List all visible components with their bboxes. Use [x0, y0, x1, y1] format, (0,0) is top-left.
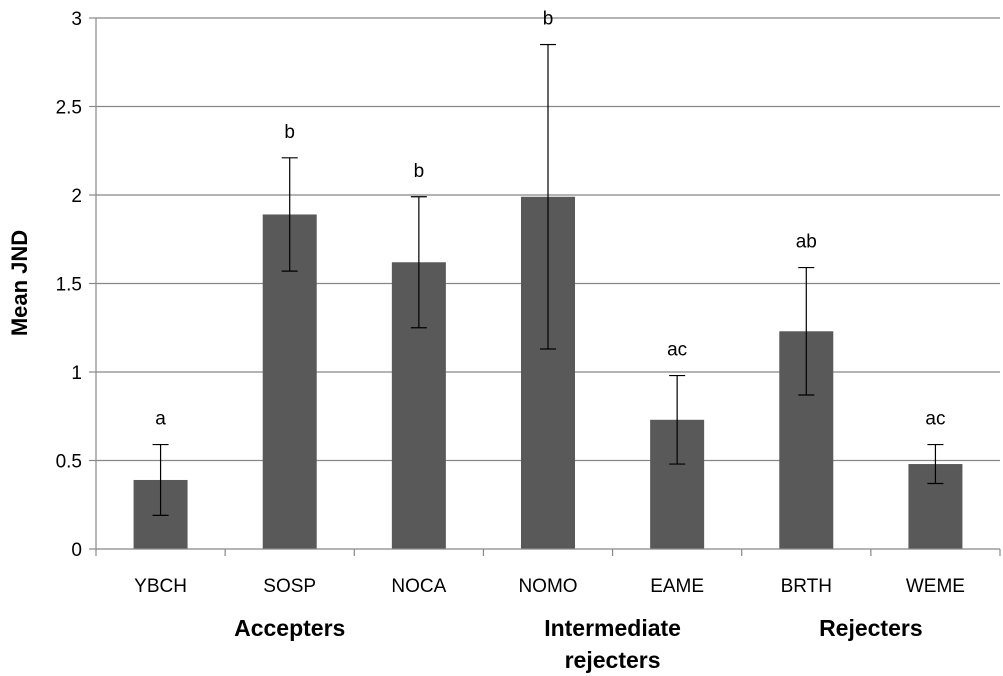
axes: [89, 17, 1001, 556]
group-label-line: Rejecters: [819, 615, 923, 641]
significance-label-weme: ac: [925, 409, 945, 430]
significance-label-eame: ac: [667, 340, 687, 361]
significance-label-nomo: b: [543, 9, 554, 30]
category-label-brth: BRTH: [781, 576, 832, 597]
group-label-1: Intermediate rejecters: [544, 615, 681, 673]
category-label-sosp: SOSP: [263, 576, 316, 597]
significance-label-noca: b: [414, 161, 425, 182]
y-tick-label-2: 1: [71, 363, 82, 384]
category-label-ybch: YBCH: [134, 576, 187, 597]
category-label-eame: EAME: [650, 576, 704, 597]
category-label-weme: WEME: [906, 576, 965, 597]
error-bars: [152, 43, 944, 516]
group-label-2: Rejecters: [819, 615, 923, 641]
group-label-line: Accepters: [234, 615, 345, 641]
y-tick-label-3: 1.5: [56, 275, 82, 296]
significance-label-ybch: a: [155, 409, 166, 430]
group-label-line: rejecters: [565, 647, 661, 673]
significance-label-brth: ab: [796, 232, 817, 253]
y-tick-label-0: 0: [71, 540, 82, 561]
labels: 0 0.5 1 1.5 2 2.5 3 a YBCH b SOSP b NOCA b NOMO ac EAME a…: [56, 9, 965, 673]
y-tick-label-6: 3: [71, 9, 82, 30]
y-axis-title: Mean JND: [7, 230, 32, 336]
y-tick-label-1: 0.5: [56, 452, 82, 473]
y-tick-label-5: 2.5: [56, 98, 82, 119]
category-label-noca: NOCA: [391, 576, 446, 597]
y-tick-label-4: 2: [71, 186, 82, 207]
category-label-nomo: NOMO: [518, 576, 577, 597]
significance-label-sosp: b: [284, 122, 295, 143]
group-label-line: Intermediate: [544, 615, 681, 641]
group-label-0: Accepters: [234, 615, 345, 641]
